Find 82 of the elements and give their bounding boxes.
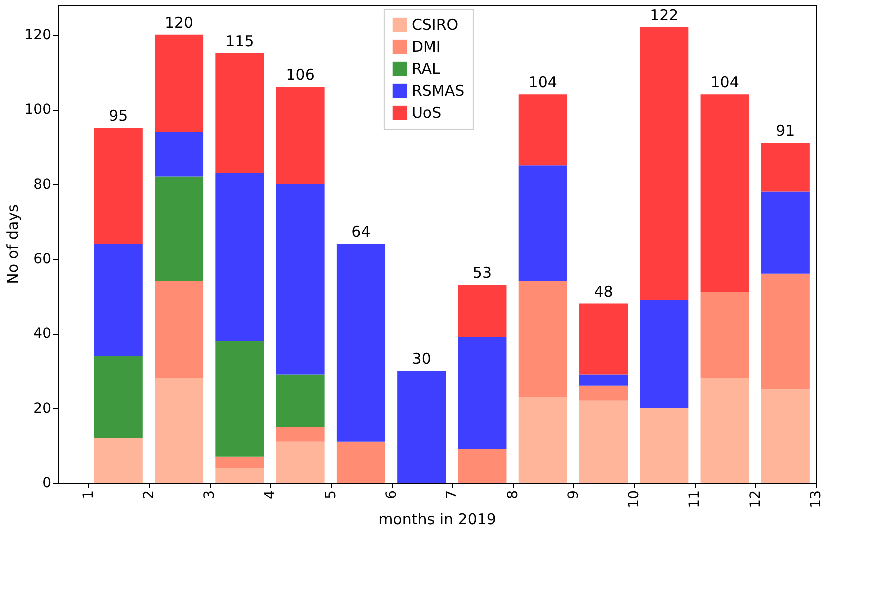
bar (276, 442, 325, 483)
bar (458, 285, 507, 338)
x-tick-label: 2 (141, 490, 158, 500)
bar (761, 143, 810, 192)
bar (216, 341, 264, 457)
total-label: 115 (226, 32, 254, 51)
bar (640, 27, 689, 300)
bar (518, 397, 568, 483)
bar (518, 281, 568, 398)
x-tick-label: 6 (384, 490, 400, 500)
legend-label: DMI (412, 38, 441, 56)
bar (216, 54, 264, 174)
bar (458, 449, 507, 483)
x-tick-label: 9 (566, 490, 582, 500)
total-label: 30 (412, 350, 432, 368)
bar (94, 244, 143, 356)
total-label: 91 (776, 122, 796, 140)
bar (518, 166, 568, 282)
x-tick-label: 13 (808, 490, 824, 508)
bar (640, 300, 689, 408)
x-axis-title: months in 2019 (378, 510, 496, 528)
bar (155, 34, 204, 132)
bar (94, 356, 143, 438)
bar (216, 468, 264, 483)
bar (398, 370, 446, 483)
x-tick-label: 5 (323, 490, 340, 500)
bar (336, 244, 386, 442)
bar (580, 304, 628, 375)
x-tick-label: 12 (748, 490, 764, 508)
x-tick-label: 4 (262, 490, 279, 500)
bar (640, 408, 689, 483)
bar (336, 442, 386, 483)
y-tick-label: 100 (24, 102, 52, 118)
bar (94, 128, 143, 244)
total-label: 48 (594, 282, 614, 301)
bar (761, 192, 810, 274)
bar (580, 386, 628, 401)
bar (216, 173, 264, 342)
y-tick-label: 80 (34, 176, 52, 193)
y-axis-title: No of days (4, 204, 22, 284)
legend-label: CSIRO (412, 16, 459, 34)
legend-label: RAL (412, 60, 442, 78)
bar (700, 94, 750, 293)
bar (458, 337, 507, 450)
bar (155, 176, 204, 282)
bar (216, 456, 264, 468)
y-tick-label: 20 (34, 400, 52, 417)
bar (94, 438, 143, 483)
legend-label: RSMAS (412, 82, 465, 100)
bar (276, 87, 325, 184)
bar (580, 400, 628, 483)
bar (761, 390, 810, 483)
bar (276, 374, 325, 427)
bar (518, 94, 568, 166)
bar (276, 426, 325, 442)
bar (276, 184, 325, 375)
y-tick-label: 0 (42, 476, 52, 492)
total-label: 120 (164, 14, 194, 32)
x-tick-label: 11 (687, 490, 704, 508)
total-label: 104 (710, 74, 740, 92)
y-tick-label: 60 (34, 251, 52, 268)
bar (580, 374, 628, 386)
y-tick-label: 40 (34, 326, 52, 342)
total-label: 53 (472, 264, 492, 282)
bar (155, 132, 204, 177)
x-tick-label: 8 (505, 490, 522, 500)
total-label: 122 (650, 6, 679, 24)
x-tick-label: 7 (444, 490, 461, 500)
total-label: 95 (109, 107, 128, 126)
bar (155, 281, 204, 378)
total-label: 64 (352, 223, 371, 241)
y-tick-label: 120 (24, 27, 52, 44)
bar (155, 378, 204, 483)
total-label: 106 (286, 66, 315, 84)
bar (700, 292, 750, 378)
bar (761, 274, 810, 390)
total-label: 104 (528, 74, 558, 92)
x-tick-label: 10 (626, 490, 643, 508)
bar (700, 378, 750, 483)
x-tick-label: 1 (80, 490, 97, 500)
x-tick-label: 3 (202, 490, 218, 500)
legend-label: UoS (412, 104, 442, 122)
